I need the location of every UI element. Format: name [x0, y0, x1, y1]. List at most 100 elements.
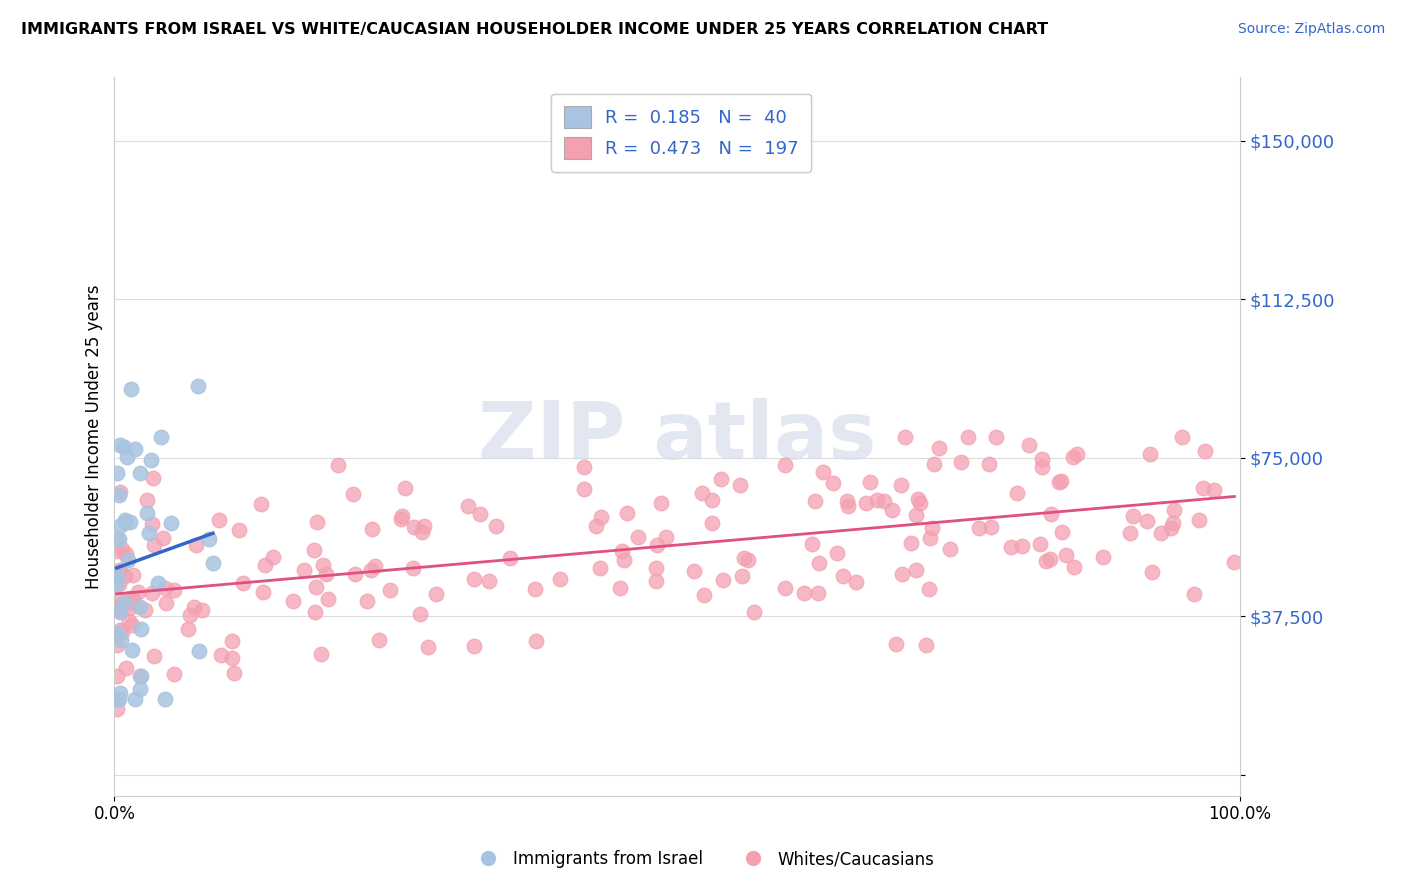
Point — [1139, 447, 1161, 461]
Point — [1031, 460, 1053, 475]
Point — [616, 506, 638, 520]
Point — [957, 429, 980, 443]
Point — [228, 523, 250, 537]
Point — [304, 606, 326, 620]
Point — [177, 622, 200, 636]
Point — [120, 382, 142, 396]
Point — [127, 584, 149, 599]
Text: IMMIGRANTS FROM ISRAEL VS WHITE/CAUCASIAN HOUSEHOLDER INCOME UNDER 25 YEARS CORR: IMMIGRANTS FROM ISRAEL VS WHITE/CAUCASIA… — [21, 22, 1049, 37]
Point — [115, 547, 138, 561]
Point — [609, 581, 631, 595]
Point — [368, 632, 391, 647]
Point — [866, 492, 889, 507]
Point — [253, 558, 276, 573]
Point — [1161, 516, 1184, 530]
Point — [360, 563, 382, 577]
Point — [463, 572, 485, 586]
Point — [141, 453, 163, 467]
Point — [105, 669, 128, 683]
Point — [915, 638, 938, 652]
Legend: R =  0.185   N =  40, R =  0.473   N =  197: R = 0.185 N = 40, R = 0.473 N = 197 — [551, 94, 811, 172]
Point — [700, 516, 723, 530]
Point — [391, 509, 413, 524]
Point — [108, 532, 131, 546]
Point — [837, 499, 859, 513]
Point — [1047, 475, 1070, 489]
Point — [389, 512, 412, 526]
Point — [129, 622, 152, 636]
Point — [1122, 509, 1144, 524]
Point — [832, 569, 855, 583]
Point — [894, 429, 917, 443]
Point — [1031, 452, 1053, 467]
Point — [457, 499, 479, 513]
Point — [105, 599, 128, 613]
Point — [1005, 486, 1028, 500]
Point — [1194, 443, 1216, 458]
Point — [610, 544, 633, 558]
Point — [884, 637, 907, 651]
Point — [344, 567, 367, 582]
Point — [122, 568, 145, 582]
Point — [112, 440, 135, 454]
Point — [309, 647, 332, 661]
Point — [124, 691, 146, 706]
Point — [128, 669, 150, 683]
Point — [1202, 483, 1225, 497]
Point — [118, 601, 141, 615]
Point — [589, 510, 612, 524]
Point — [221, 651, 243, 665]
Point — [121, 618, 143, 632]
Point — [155, 581, 177, 595]
Point — [114, 569, 136, 583]
Point — [938, 541, 960, 556]
Point — [700, 493, 723, 508]
Point — [121, 591, 143, 606]
Point — [807, 585, 830, 599]
Point — [1018, 438, 1040, 452]
Legend: Immigrants from Israel, Whites/Caucasians: Immigrants from Israel, Whites/Caucasian… — [464, 844, 942, 875]
Point — [315, 567, 337, 582]
Point — [773, 458, 796, 473]
Point — [710, 472, 733, 486]
Point — [186, 538, 208, 552]
Point — [613, 552, 636, 566]
Point — [1091, 550, 1114, 565]
Point — [917, 582, 939, 596]
Point — [128, 600, 150, 615]
Point — [138, 525, 160, 540]
Point — [232, 576, 254, 591]
Point — [105, 626, 128, 640]
Point — [773, 581, 796, 595]
Point — [574, 460, 596, 475]
Point — [117, 553, 139, 567]
Point — [803, 494, 825, 508]
Point — [645, 574, 668, 588]
Point — [110, 517, 132, 532]
Point — [121, 642, 143, 657]
Point — [900, 535, 922, 549]
Point — [118, 614, 141, 628]
Point — [120, 516, 142, 530]
Point — [187, 379, 209, 393]
Point — [967, 521, 990, 535]
Point — [977, 457, 1000, 471]
Point — [149, 430, 172, 444]
Point — [160, 516, 183, 530]
Point — [1000, 540, 1022, 554]
Point — [107, 577, 129, 591]
Point — [108, 623, 131, 637]
Point — [1039, 508, 1062, 522]
Y-axis label: Householder Income Under 25 years: Householder Income Under 25 years — [86, 285, 103, 589]
Point — [141, 516, 163, 531]
Point — [364, 559, 387, 574]
Text: ZIP atlas: ZIP atlas — [478, 398, 876, 475]
Point — [1136, 514, 1159, 528]
Point — [117, 450, 139, 464]
Point — [190, 603, 212, 617]
Point — [292, 563, 315, 577]
Point — [208, 513, 231, 527]
Point — [163, 583, 186, 598]
Point — [134, 603, 156, 617]
Point — [1029, 537, 1052, 551]
